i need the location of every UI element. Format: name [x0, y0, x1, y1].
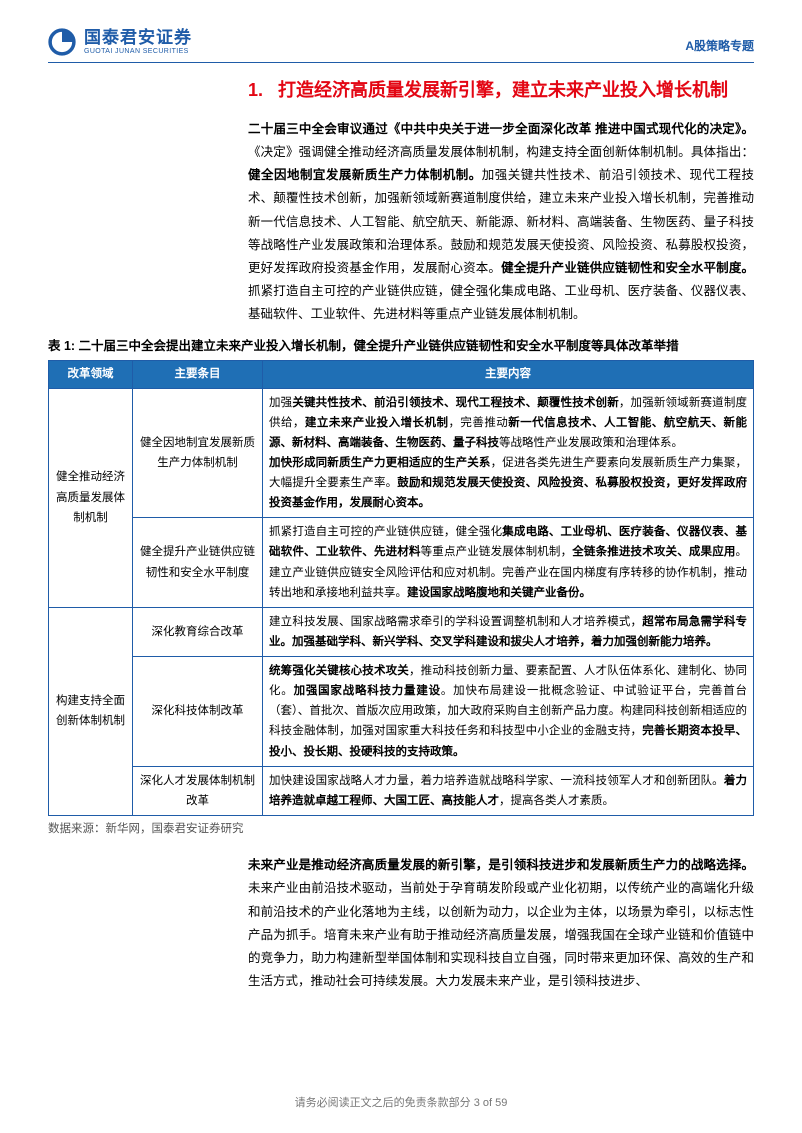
cell-domain: 构建支持全面创新体制机制: [49, 607, 133, 815]
table-row: 健全提升产业链供应链韧性和安全水平制度抓紧打造自主可控的产业链供应链，健全强化集…: [49, 518, 754, 608]
section-title-text: 打造经济高质量发展新引擎，建立未来产业投入增长机制: [278, 80, 728, 100]
cell-item: 深化科技体制改革: [133, 657, 263, 767]
cell-content: 抓紧打造自主可控的产业链供应链，健全强化集成电路、工业母机、医疗装备、仪器仪表、…: [263, 518, 754, 608]
cell-content: 加强关键共性技术、前沿引领技术、现代工程技术、颠覆性技术创新，加强新领域新赛道制…: [263, 388, 754, 518]
table-row: 健全推动经济高质量发展体制机制健全因地制宜发展新质生产力体制机制加强关键共性技术…: [49, 388, 754, 518]
cell-item: 深化人才发展体制机制改革: [133, 766, 263, 815]
logo-text-cn: 国泰君安证券: [84, 29, 192, 48]
cell-domain: 健全推动经济高质量发展体制机制: [49, 388, 133, 607]
table-caption: 表 1: 二十届三中全会提出建立未来产业投入增长机制，健全提升产业链供应链韧性和…: [48, 336, 754, 356]
paragraph-future: 未来产业是推动经济高质量发展的新引擎，是引领科技进步和发展新质生产力的战略选择。…: [248, 854, 754, 993]
section-title: 1. 打造经济高质量发展新引擎，建立未来产业投入增长机制: [248, 77, 754, 104]
page-header: 国泰君安证券 GUOTAI JUNAN SECURITIES A股策略专题: [48, 28, 754, 63]
paragraph-intro: 二十届三中全会审议通过《中共中央关于进一步全面深化改革 推进中国式现代化的决定》…: [248, 118, 754, 326]
cell-content: 加快建设国家战略人才力量，着力培养造就战略科学家、一流科技领军人才和创新团队。着…: [263, 766, 754, 815]
logo-text-en: GUOTAI JUNAN SECURITIES: [84, 48, 192, 56]
logo-block: 国泰君安证券 GUOTAI JUNAN SECURITIES: [48, 28, 192, 56]
cell-item: 健全提升产业链供应链韧性和安全水平制度: [133, 518, 263, 608]
cell-content: 建立科技发展、国家战略需求牵引的学科设置调整机制和人才培养模式，超常布局急需学科…: [263, 607, 754, 656]
th-content: 主要内容: [263, 361, 754, 388]
table-row: 深化人才发展体制机制改革加快建设国家战略人才力量，着力培养造就战略科学家、一流科…: [49, 766, 754, 815]
table-row: 深化科技体制改革统筹强化关键核心技术攻关，推动科技创新力量、要素配置、人才队伍体…: [49, 657, 754, 767]
reform-table: 改革领域 主要条目 主要内容 健全推动经济高质量发展体制机制健全因地制宜发展新质…: [48, 360, 754, 816]
table-source: 数据来源：新华网，国泰君安证券研究: [48, 820, 754, 838]
header-topic: A股策略专题: [685, 37, 754, 56]
section-number: 1.: [248, 80, 263, 100]
page-footer: 请务必阅读正文之后的免责条款部分 3 of 59: [0, 1095, 802, 1113]
th-item: 主要条目: [133, 361, 263, 388]
table-header-row: 改革领域 主要条目 主要内容: [49, 361, 754, 388]
cell-content: 统筹强化关键核心技术攻关，推动科技创新力量、要素配置、人才队伍体系化、建制化、协…: [263, 657, 754, 767]
cell-item: 深化教育综合改革: [133, 607, 263, 656]
company-logo-icon: [48, 28, 76, 56]
table-row: 构建支持全面创新体制机制深化教育综合改革建立科技发展、国家战略需求牵引的学科设置…: [49, 607, 754, 656]
th-domain: 改革领域: [49, 361, 133, 388]
cell-item: 健全因地制宜发展新质生产力体制机制: [133, 388, 263, 518]
